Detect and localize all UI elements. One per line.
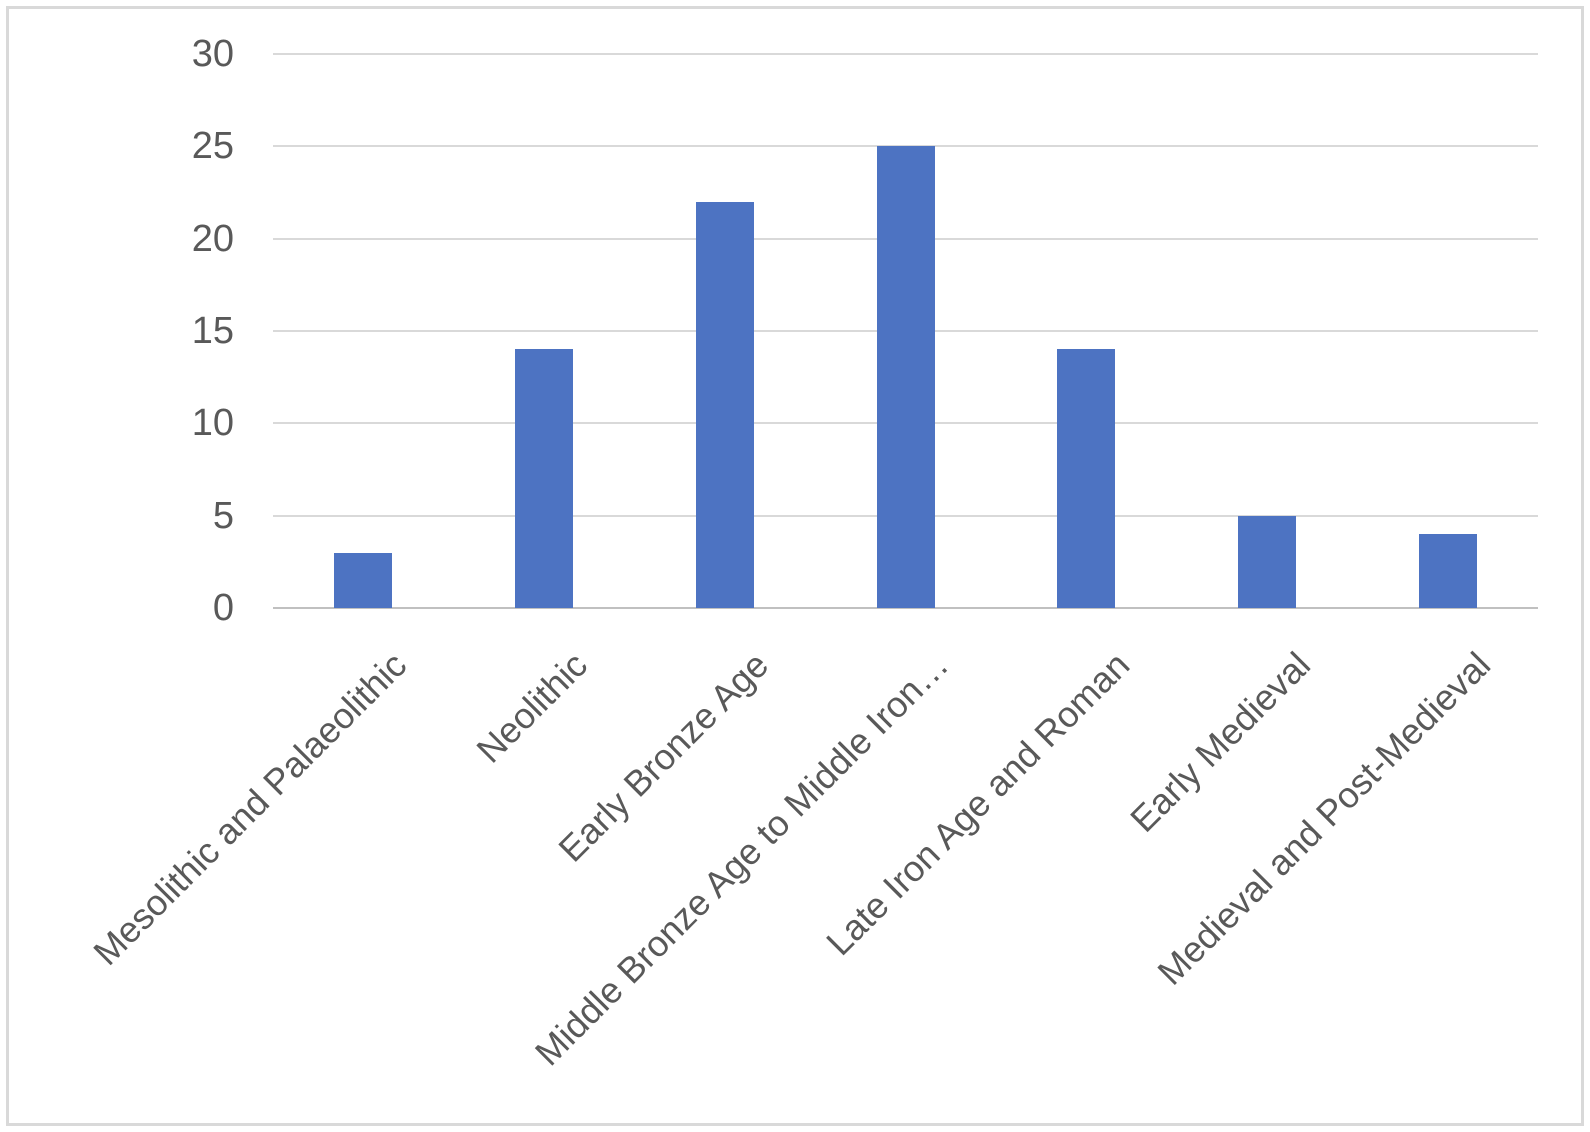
x-axis-category-label: Medieval and Post-Medieval [1149,644,1499,993]
y-axis-tick-label: 0 [212,587,234,629]
y-axis-tick-label: 15 [191,310,234,352]
bar-7 [1418,534,1477,608]
y-axis-tick-label: 5 [212,494,234,537]
y-axis-tick-label: 20 [191,217,234,260]
x-axis-line [273,607,1538,609]
bar-3 [695,201,754,608]
bar-1 [334,552,393,608]
bar-5 [1057,349,1116,608]
bar-6 [1237,515,1296,608]
x-axis-category-label: Mesolithic and Palaeolithic [85,644,415,973]
y-axis-tick-label: 30 [191,33,234,75]
x-axis-category-label: Early Medieval [1121,644,1318,840]
y-axis-tick-label: 25 [191,125,234,168]
bar-4 [876,146,935,608]
y-axis-tick-label: 10 [191,402,234,445]
x-axis-category-label: Neolithic [468,644,596,771]
gridline [273,53,1538,55]
x-axis-category-label: Late Iron Age and Roman [818,644,1138,964]
bar-2 [515,349,574,608]
